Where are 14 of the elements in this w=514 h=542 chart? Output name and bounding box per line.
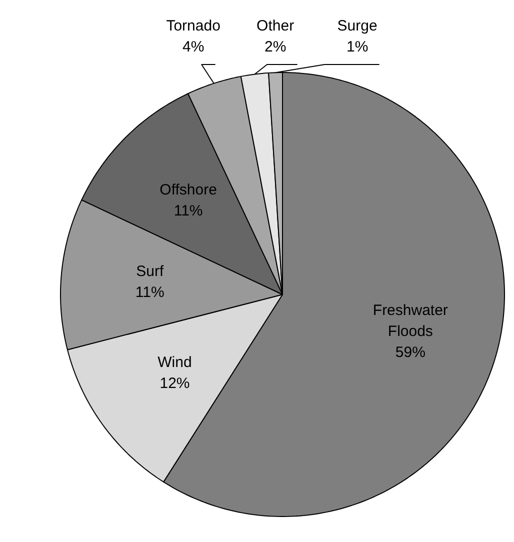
data-label: 59% bbox=[395, 344, 426, 362]
slice-label: Offshore bbox=[160, 181, 217, 198]
data-label: 12% bbox=[160, 374, 190, 392]
data-label: 2% bbox=[264, 38, 286, 56]
slice-label: Tornado bbox=[166, 18, 220, 34]
slice-label: Other bbox=[256, 18, 294, 34]
slice-label: Surge bbox=[337, 18, 378, 34]
slice-label: Wind bbox=[158, 354, 192, 371]
data-label: 4% bbox=[182, 38, 204, 56]
data-label: 11% bbox=[174, 202, 203, 220]
data-label: 11% bbox=[135, 284, 164, 301]
slice-label: Surf bbox=[136, 262, 164, 280]
data-label: 1% bbox=[346, 38, 368, 56]
slice-label: Freshwater Floods bbox=[372, 302, 448, 340]
